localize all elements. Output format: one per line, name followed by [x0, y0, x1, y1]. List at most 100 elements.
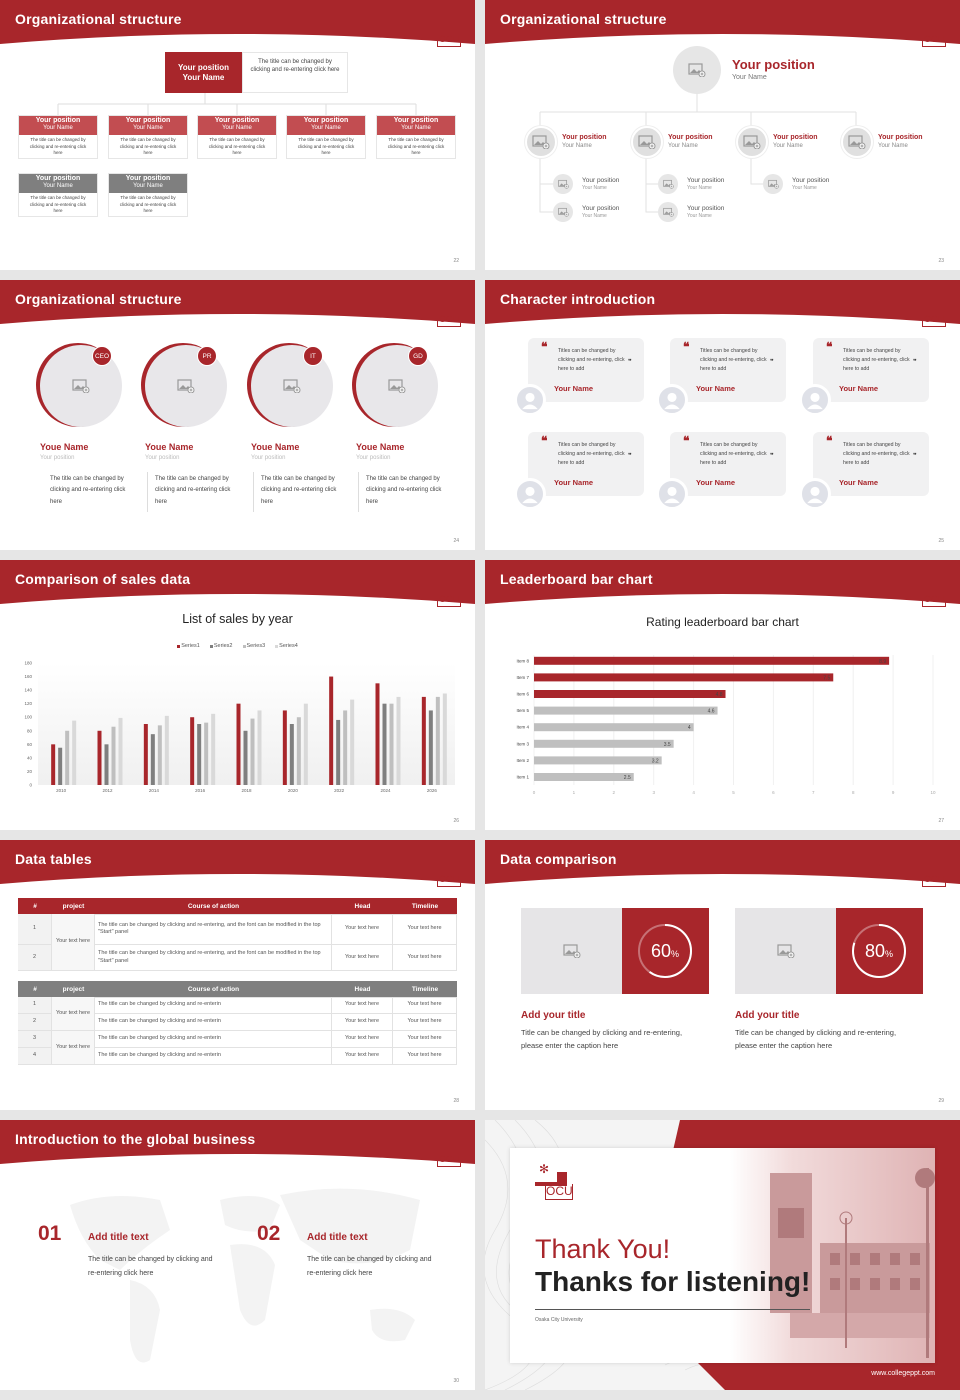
image-placeholder: [658, 174, 678, 194]
image-placeholder: [658, 202, 678, 222]
card-description: The title can be changed by clicking and…: [29, 137, 87, 156]
x-tick-label: 9: [892, 790, 895, 795]
progress-ring: [638, 924, 692, 978]
position-label: Your position: [668, 134, 713, 141]
legend-label: Series2: [213, 643, 233, 649]
legend-item: Series2: [209, 643, 233, 649]
y-tick-label: Item 1: [516, 775, 529, 780]
logo-dot: [936, 866, 943, 873]
slide-24[interactable]: Organizational structure OCU 24 CEO Youe Nam…: [0, 280, 475, 550]
user-icon: [664, 486, 680, 504]
y-tick-label: 40: [27, 755, 33, 760]
head-cell: Your text here: [332, 945, 393, 971]
column-header: project: [62, 902, 85, 910]
slide-22[interactable]: Organizational structure OCU 22 Your positi…: [0, 0, 475, 270]
separator: [253, 472, 254, 512]
person-name: Your Name: [839, 384, 879, 393]
row-number: 3: [18, 1031, 52, 1048]
x-tick-label: 3: [652, 790, 655, 795]
slide-27[interactable]: Leaderboard bar chart OCU 27 Rating leaderb…: [485, 560, 960, 830]
logo-text: OCU: [437, 594, 461, 607]
avatar: [514, 384, 546, 416]
percent-unit: %: [671, 949, 680, 959]
logo-bar: [437, 1151, 453, 1154]
position-card[interactable]: Your position Your Name The title can be c…: [376, 115, 456, 159]
percent-number: 60: [650, 941, 671, 961]
x-tick-label: 2026: [427, 788, 438, 793]
quote-card[interactable]: [528, 432, 644, 496]
position-label: Your position: [562, 134, 607, 141]
position-label: Your position: [35, 117, 81, 124]
logo-text: OCU: [922, 594, 946, 607]
item-title: Add your title: [735, 1010, 800, 1021]
quote-card[interactable]: [813, 338, 929, 402]
person-name: Youe Name: [251, 442, 300, 452]
position-card[interactable]: Your position Your Name The title can be c…: [108, 115, 188, 159]
person-description: The title can be changed by clicking and…: [261, 476, 337, 505]
position-label: Your position: [582, 177, 620, 184]
card-header: Your position Your Name: [109, 116, 187, 135]
image-icon: [532, 135, 550, 149]
bar-series3-2016: [204, 722, 209, 785]
logo-dot: [451, 26, 458, 33]
name-label: Your Name: [878, 143, 908, 149]
separator: [147, 472, 148, 512]
slide-29[interactable]: Data comparison OCU 29 60% Add your title Tit…: [485, 840, 960, 1110]
row-number: 2: [18, 1014, 52, 1031]
position-card[interactable]: Your position Your Name The title can be c…: [197, 115, 277, 159]
slide-28[interactable]: Data tables OCU 28 # project Course of action…: [0, 840, 475, 1110]
logo-text: OCU: [437, 1154, 461, 1167]
horizontal-bar-chart: 0 1 2 3 4 5 6 7 8 9 10 Item 1 2.5 Item 2 3.2 Item 3 3.5 I…: [516, 655, 936, 795]
bar-series2-2016: [197, 724, 202, 785]
user-icon: [522, 486, 538, 504]
quote-card[interactable]: [670, 432, 786, 496]
red-band-bottom: [695, 1360, 960, 1390]
slide-23[interactable]: Organizational structure OCU 23 Your positi…: [485, 0, 960, 270]
bar-item-2: [534, 756, 662, 765]
bar-series1-2012: [97, 730, 102, 785]
quote-text: Titles can be changed by clicking and re…: [843, 348, 910, 372]
name-label: Your Name: [43, 125, 73, 132]
slide-title: Organizational structure: [15, 11, 182, 27]
card-description: The title can be changed by clicking and…: [387, 137, 445, 156]
role-badge: CEO: [92, 346, 112, 366]
bar-series1-2018: [236, 703, 241, 785]
position-card[interactable]: Your position Your Name The title can be c…: [108, 173, 188, 217]
position-card[interactable]: Your position Your Name The title can be c…: [18, 115, 98, 159]
legend-label: Series1: [181, 643, 200, 649]
stat-panel: [836, 908, 923, 994]
column-header: #: [33, 902, 37, 910]
position-card[interactable]: Your position Your Name The title can be c…: [18, 173, 98, 217]
image-icon: [557, 179, 569, 189]
page-number: 28: [453, 1098, 459, 1104]
website-url[interactable]: www.collegeppt.com: [871, 1370, 935, 1377]
chart-title: List of sales by year: [182, 612, 293, 626]
page-number: 27: [938, 818, 944, 824]
position-card[interactable]: Your position Your Name The title can be c…: [286, 115, 366, 159]
slide-25[interactable]: Character introduction OCU 25 ❝ Titles can b…: [485, 280, 960, 550]
x-tick-label: 2018: [241, 788, 252, 793]
legend-swatch: [177, 644, 181, 648]
row-number: 1: [18, 997, 52, 1014]
header-band: [485, 840, 960, 884]
slide-31[interactable]: ✻ OCU Thank You! Thanks for listening! O…: [485, 1120, 960, 1390]
open-quote-icon: ❝: [541, 340, 548, 354]
x-tick-label: 7: [812, 790, 815, 795]
slide-26[interactable]: Comparison of sales data OCU 26 List of sal…: [0, 560, 475, 830]
data-label: 3.5: [664, 742, 671, 748]
course-cell: The title can be changed by clicking and…: [95, 945, 332, 971]
person-position: Your position: [251, 455, 286, 461]
quote-card[interactable]: [670, 338, 786, 402]
quote-card[interactable]: [813, 432, 929, 496]
slide-title: Comparison of sales data: [15, 571, 191, 587]
image-placeholder: [841, 126, 873, 158]
quote-card[interactable]: [528, 338, 644, 402]
slide-30[interactable]: Introduction to the global business OCU 30…: [0, 1120, 475, 1390]
percent-unit: %: [885, 949, 894, 959]
item-description: Title can be changed by clicking and re-…: [735, 1028, 897, 1051]
bar-series4-2024: [396, 696, 401, 785]
image-placeholder: [525, 126, 557, 158]
header-band: [485, 560, 960, 604]
legend-item: Series4: [275, 643, 298, 649]
timeline-cell: Your text here: [393, 945, 457, 971]
